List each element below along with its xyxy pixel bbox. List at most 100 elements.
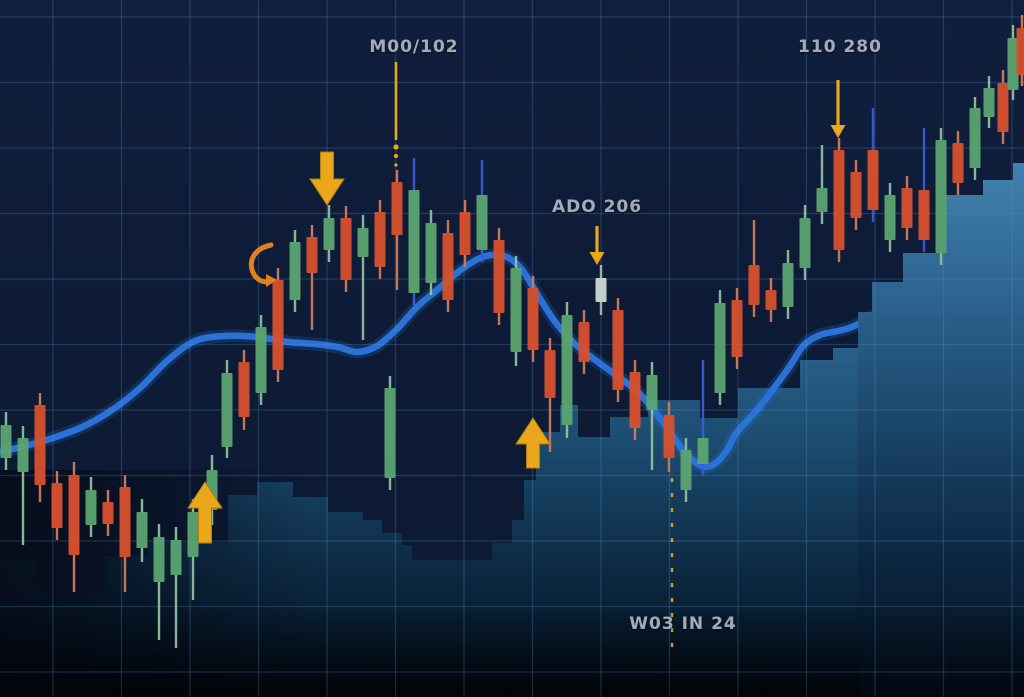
- candle: [357, 215, 369, 340]
- candle-body: [697, 438, 709, 464]
- candle-body: [816, 188, 828, 212]
- candle-body: [493, 240, 505, 313]
- candle-body: [997, 83, 1009, 132]
- down-line-arrow-icon: [830, 80, 846, 138]
- candle: [952, 131, 964, 195]
- candle-body: [17, 438, 29, 472]
- candle-body: [901, 188, 913, 228]
- candle-body: [442, 233, 454, 300]
- candle-body: [289, 242, 301, 300]
- candle: [629, 360, 641, 440]
- candle-body: [374, 212, 386, 267]
- candle-body: [187, 512, 199, 557]
- candle: [476, 160, 488, 262]
- candle: [969, 97, 981, 180]
- candle: [119, 475, 131, 592]
- candle: [714, 290, 726, 405]
- candle: [384, 376, 396, 490]
- candle: [442, 220, 454, 312]
- candle: [425, 210, 437, 295]
- candle-body: [765, 290, 777, 310]
- annotation-label: ADO 206: [551, 197, 643, 217]
- candle-body: [544, 350, 556, 398]
- candle: [884, 183, 896, 252]
- candle: [697, 360, 709, 476]
- annotations: [187, 62, 846, 652]
- candle: [323, 205, 335, 262]
- candle: [901, 176, 913, 240]
- down-arrow-icon: [309, 151, 345, 206]
- candle: [578, 310, 590, 374]
- candle-body: [731, 300, 743, 357]
- candle-body: [935, 140, 947, 253]
- candle: [493, 228, 505, 325]
- candle: [68, 462, 80, 592]
- candle: [816, 145, 828, 224]
- candle: [646, 362, 658, 470]
- yellow-marker-dot: [393, 153, 399, 159]
- candle: [1007, 25, 1019, 100]
- candle: [459, 200, 471, 267]
- candle-body: [782, 263, 794, 307]
- candle-body: [306, 237, 318, 273]
- candle: [918, 128, 930, 252]
- candle-body: [833, 150, 845, 250]
- candle-body: [1016, 28, 1024, 75]
- curved-arrow-body: [248, 242, 274, 285]
- candle: [391, 170, 403, 290]
- candle: [340, 206, 352, 292]
- candle: [1016, 15, 1024, 86]
- candle-body: [0, 425, 12, 458]
- candle-body: [68, 475, 80, 555]
- curved-arrow-icon: [248, 242, 277, 287]
- candle-body: [578, 322, 590, 362]
- candle: [153, 524, 165, 640]
- candle-body: [51, 483, 63, 528]
- candle-body: [646, 375, 658, 410]
- candle: [983, 76, 995, 128]
- candle: [255, 315, 267, 405]
- candle-body: [323, 218, 335, 250]
- candle-body: [255, 327, 267, 393]
- candle-body: [850, 172, 862, 218]
- candle-body: [170, 540, 182, 575]
- candle: [289, 230, 301, 312]
- candle-body: [748, 265, 760, 305]
- candle: [748, 220, 760, 317]
- candle-body: [459, 212, 471, 255]
- candle-body: [119, 487, 131, 557]
- candle: [306, 225, 318, 330]
- candle: [136, 499, 148, 562]
- candle-body: [612, 310, 624, 390]
- candle-body: [983, 88, 995, 117]
- candle: [544, 338, 556, 452]
- candle-body: [918, 190, 930, 240]
- candle: [17, 426, 29, 545]
- candle-body: [136, 512, 148, 548]
- candle: [680, 438, 692, 502]
- candle-body: [408, 190, 420, 293]
- candle: [51, 471, 63, 540]
- candle-body: [85, 490, 97, 525]
- candle-body: [680, 450, 692, 490]
- candle: [612, 298, 624, 402]
- annotation-label: W03 IN 24: [629, 614, 737, 634]
- candle-body: [1007, 38, 1019, 90]
- down-line-arrow-icon: [589, 226, 605, 265]
- candle: [408, 158, 420, 305]
- candle-body: [221, 373, 233, 447]
- candle-body: [425, 223, 437, 283]
- candle-body: [34, 405, 46, 485]
- candle: [663, 402, 675, 472]
- candle: [102, 490, 114, 536]
- up-arrow-icon: [515, 417, 551, 469]
- candle: [85, 477, 97, 537]
- candle-body: [867, 150, 879, 210]
- candle-series: [0, 15, 1024, 648]
- candle-body: [476, 195, 488, 250]
- bottom-vignette: [0, 600, 1024, 697]
- candle: [765, 278, 777, 322]
- candle-body: [272, 280, 284, 370]
